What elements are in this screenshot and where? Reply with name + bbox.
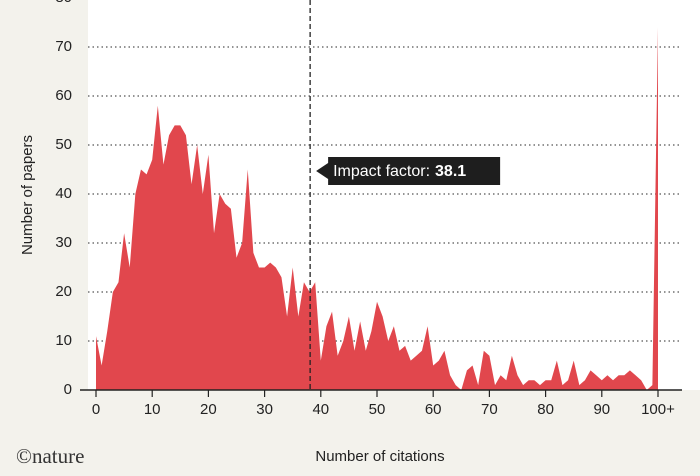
x-tick-label: 10 (144, 401, 161, 418)
area (96, 27, 658, 391)
source-logo: ©nature (16, 444, 84, 468)
x-tick-label: 30 (256, 401, 273, 418)
x-tick-label: 0 (92, 401, 100, 418)
y-tick-label: 30 (55, 234, 72, 251)
x-tick-label: 90 (593, 401, 610, 418)
y-tick-label: 0 (64, 381, 72, 398)
y-axis-label: Number of papers (19, 135, 36, 255)
y-tick-label: 40 (55, 185, 72, 202)
y-tick-label: 80 (55, 0, 72, 6)
x-tick-label: 40 (312, 401, 329, 418)
x-axis-label: Number of citations (315, 448, 444, 465)
annotation-value: 38.1 (435, 163, 466, 180)
x-tick-label: 50 (369, 401, 386, 418)
x-tick-label: 20 (200, 401, 217, 418)
y-tick-label: 20 (55, 283, 72, 300)
y-tick-label: 60 (55, 87, 72, 104)
y-tick-label: 50 (55, 136, 72, 153)
x-tick-label: 70 (481, 401, 498, 418)
x-tick-label: 80 (537, 401, 554, 418)
annotation-label: Impact factor: (333, 163, 430, 180)
x-tick-label: 100+ (641, 401, 675, 418)
y-tick-label: 70 (55, 38, 72, 55)
annotation-box (316, 157, 501, 185)
y-tick-label: 10 (55, 332, 72, 349)
x-tick-label: 60 (425, 401, 442, 418)
annotation-text: Impact factor: 38.1 (333, 163, 466, 180)
